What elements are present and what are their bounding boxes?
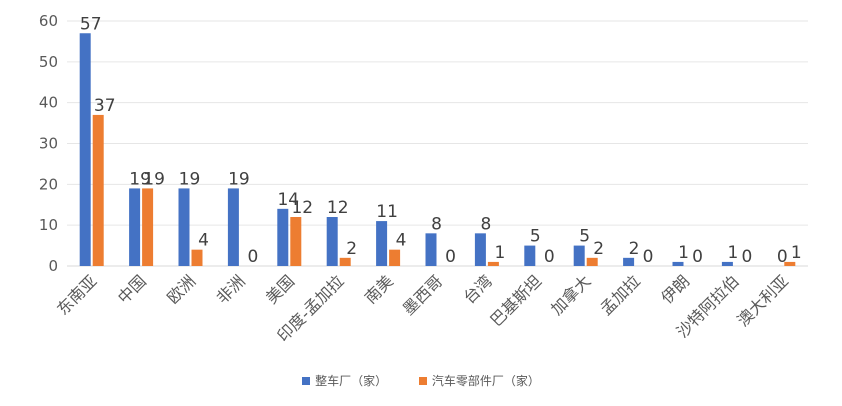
bar-vehicle [425, 233, 437, 266]
data-label: 0 [643, 247, 654, 267]
bar-vehicle [326, 217, 338, 266]
legend-swatch-vehicle [302, 376, 311, 385]
y-tick-label: 20 [39, 175, 58, 193]
category-label: 美国 [262, 271, 298, 307]
data-label: 0 [247, 247, 258, 267]
data-label: 19 [129, 169, 151, 189]
bar-parts [142, 188, 154, 266]
bar-vehicle [79, 33, 91, 266]
data-label: 4 [198, 231, 209, 251]
data-label: 11 [376, 202, 398, 222]
data-label: 19 [179, 169, 201, 189]
legend-item-vehicle: 整车厂（家） [302, 372, 387, 389]
data-label: 4 [396, 231, 407, 251]
category-label: 巴基斯坦 [486, 271, 545, 330]
bar-parts [339, 257, 351, 266]
data-label: 5 [579, 227, 590, 247]
data-label: 19 [143, 169, 165, 189]
bar-vehicle [672, 261, 684, 266]
data-label: 2 [593, 239, 604, 259]
category-label: 台湾 [460, 271, 496, 307]
bar-parts [389, 249, 401, 266]
legend-item-parts: 汽车零部件厂（家） [418, 372, 540, 389]
bar-vehicle [573, 245, 585, 266]
category-label: 伊朗 [657, 271, 693, 307]
legend: 整车厂（家） 汽车零部件厂（家） [0, 372, 842, 389]
category-label: 欧洲 [163, 271, 199, 307]
bar-parts [784, 261, 796, 266]
y-tick-label: 60 [39, 12, 58, 30]
category-label: 墨西哥 [399, 271, 446, 318]
category-label: 中国 [114, 271, 150, 307]
data-label: 12 [291, 198, 313, 218]
y-tick-label: 50 [39, 53, 58, 71]
data-label: 37 [94, 96, 116, 116]
category-label: 澳大利亚 [733, 271, 792, 330]
data-label: 14 [277, 190, 299, 210]
category-label: 非洲 [213, 271, 249, 307]
category-label: 东南亚 [53, 271, 100, 318]
data-label: 8 [431, 214, 442, 234]
data-label: 2 [346, 239, 357, 259]
legend-label-parts: 汽车零部件厂（家） [431, 374, 540, 388]
data-label: 1 [494, 243, 505, 263]
gridlines [67, 20, 808, 267]
y-tick-label: 10 [39, 216, 58, 234]
data-label: 0 [741, 247, 752, 267]
bar-vehicle [721, 261, 733, 266]
bars [79, 33, 796, 267]
y-tick-label: 30 [39, 135, 58, 153]
data-label: 57 [80, 14, 102, 34]
data-label: 5 [530, 227, 541, 247]
y-tick-label: 40 [39, 94, 58, 112]
y-axis-ticks: 0 10 20 30 40 50 60 [39, 12, 58, 275]
bar-parts [290, 217, 302, 266]
bar-vehicle [623, 257, 635, 266]
bar-parts [487, 261, 499, 266]
bar-vehicle [178, 188, 190, 266]
bar-vehicle [277, 208, 289, 266]
data-label: 0 [777, 247, 788, 267]
category-label: 南美 [361, 271, 397, 307]
data-label: 1 [678, 243, 689, 263]
bar-parts [92, 114, 104, 267]
data-label: 8 [480, 214, 491, 234]
bar-vehicle [376, 221, 388, 266]
category-label: 孟加拉 [597, 271, 644, 318]
bar-vehicle [227, 188, 239, 266]
bar-parts [586, 257, 598, 266]
data-label: 0 [445, 247, 456, 267]
category-label: 加拿大 [547, 271, 594, 318]
data-label: 19 [228, 169, 250, 189]
bar-vehicle [474, 233, 486, 266]
data-label: 0 [544, 247, 555, 267]
data-label: 2 [629, 239, 640, 259]
bar-parts [191, 249, 203, 266]
legend-label-vehicle: 整车厂（家） [315, 374, 388, 388]
data-label: 1 [791, 243, 802, 263]
bar-vehicle [129, 188, 141, 266]
data-label: 1 [727, 243, 738, 263]
legend-swatch-parts [418, 376, 427, 385]
data-label: 0 [692, 247, 703, 267]
y-tick-label: 0 [48, 257, 58, 275]
data-label: 12 [327, 198, 349, 218]
bar-vehicle [524, 245, 536, 266]
